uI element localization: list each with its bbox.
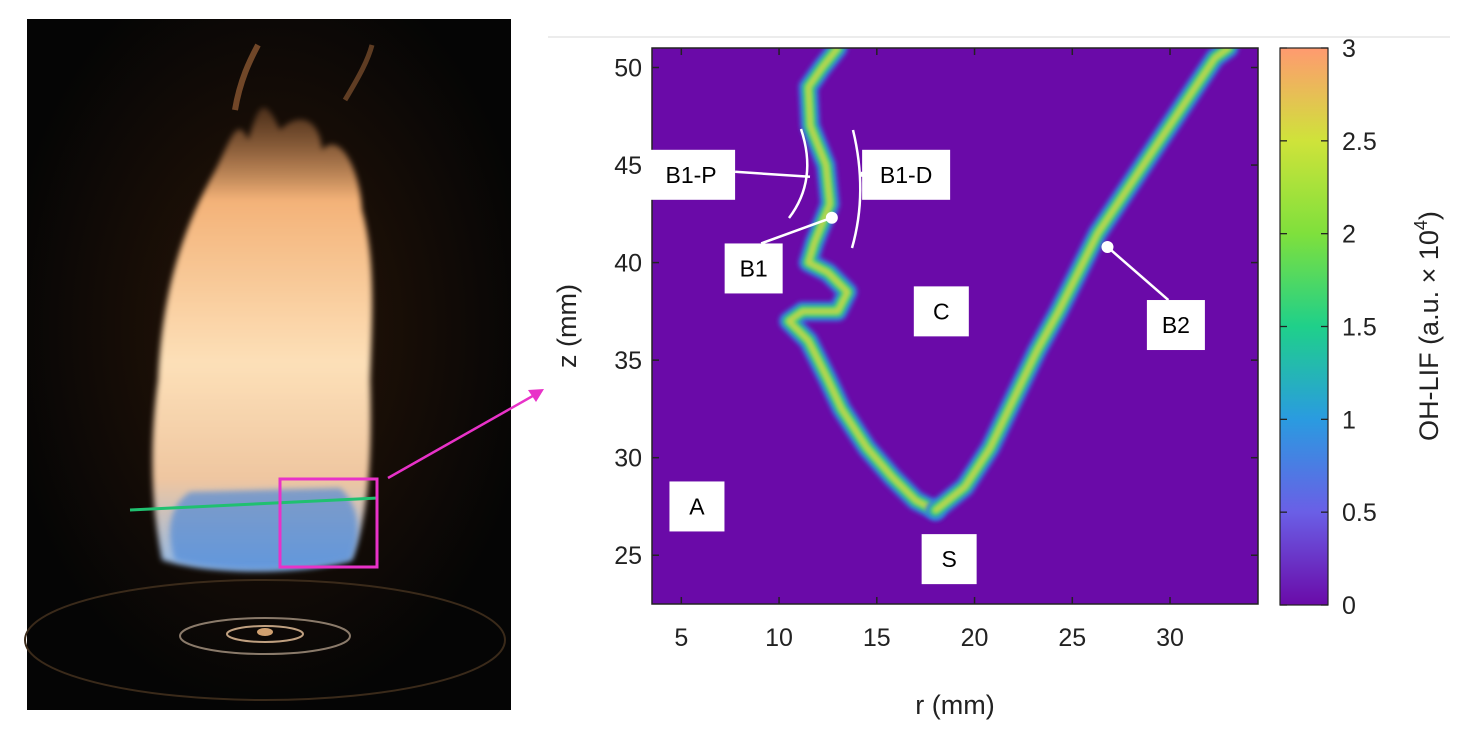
- label-box-s: [921, 534, 977, 585]
- colorbar-label-main: OH-LIF (a.u. × 10: [1414, 230, 1444, 441]
- zoom-arrow: [387, 391, 539, 480]
- label-s: S: [941, 546, 956, 572]
- burner-ring: [179, 617, 351, 655]
- label-box-a: [669, 481, 725, 532]
- label-b1: B1: [740, 255, 768, 281]
- label-a: A: [689, 493, 705, 519]
- point-marker-b2: [1101, 240, 1114, 253]
- leader-line-b1: [760, 216, 833, 245]
- colorbar: [1279, 47, 1329, 606]
- y-tick-label: 25: [614, 542, 642, 570]
- x-tick-label: 30: [1156, 624, 1184, 652]
- zoom-arrowhead: [528, 389, 544, 402]
- x-axis-label: r (mm): [915, 690, 994, 720]
- x-tick-label: 10: [765, 624, 793, 652]
- label-box-c: [913, 286, 969, 337]
- colorbar-tick-label: 0: [1342, 592, 1356, 620]
- y-tick-label: 50: [614, 55, 642, 83]
- label-c: C: [933, 298, 950, 324]
- axis-ticks: 5 10 15 20 25 30 25 30 35 40 45 50: [614, 48, 1258, 652]
- colorbar-tick-label: 2: [1342, 221, 1356, 249]
- colorbar-label: OH-LIF (a.u. × 104): [1411, 211, 1444, 441]
- flame-front-branch-2-core: [934, 48, 1231, 512]
- colorbar-tick-label: 1: [1342, 406, 1356, 434]
- y-tick-label: 30: [614, 445, 642, 473]
- label-b1-d: B1-D: [880, 162, 932, 188]
- flame-front-branch-1-core: [787, 48, 937, 512]
- x-tick-label: 20: [961, 624, 989, 652]
- label-box-b1: [724, 243, 783, 294]
- label-b2: B2: [1162, 312, 1190, 338]
- point-marker-b1: [825, 211, 838, 224]
- burner-nozzle-ring: [226, 625, 304, 643]
- x-tick-label: 15: [863, 624, 891, 652]
- y-tick-label: 35: [614, 347, 642, 375]
- colorbar-label-close: ): [1414, 211, 1444, 220]
- label-box-b2: [1146, 300, 1205, 351]
- label-b1-p: B1-P: [666, 162, 717, 188]
- label-box-b1-d: [862, 149, 951, 200]
- x-tick-label: 25: [1058, 624, 1086, 652]
- colorbar-tick-label: 3: [1342, 35, 1356, 63]
- region-of-interest-box: [278, 477, 379, 569]
- burner-nozzle: [257, 628, 273, 636]
- connector-b1-p: [735, 170, 811, 179]
- laser-sheet: [129, 496, 379, 512]
- flame-tongue-1: [232, 43, 261, 111]
- colorbar-label-exponent: 4: [1411, 220, 1431, 230]
- y-tick-label: 40: [614, 250, 642, 278]
- colorbar-ticks: 0 0.5 1 1.5 2 2.5 3: [1280, 35, 1377, 620]
- oh-lif-field: [778, 48, 1239, 521]
- annotations: A S C B1 B2 B1-P B1-D: [647, 128, 1205, 585]
- leader-line-b2: [1106, 246, 1170, 301]
- flame-body: [152, 107, 373, 572]
- flame-tongue-2: [342, 44, 375, 102]
- colorbar-tick-label: 2.5: [1342, 128, 1377, 156]
- y-tick-label: 45: [614, 152, 642, 180]
- burner-plate-outer: [24, 579, 506, 701]
- flame-blue-base: [170, 488, 358, 569]
- plot-frame: [651, 47, 1259, 605]
- colorbar-tick-label: 1.5: [1342, 314, 1377, 342]
- flame-photograph: [24, 19, 511, 710]
- label-box-b1-p: [647, 149, 736, 200]
- colorbar-tick-label: 0.5: [1342, 499, 1377, 527]
- y-axis-label: z (mm): [552, 284, 582, 368]
- x-tick-label: 5: [674, 624, 688, 652]
- bracket-b1-d: [850, 129, 862, 249]
